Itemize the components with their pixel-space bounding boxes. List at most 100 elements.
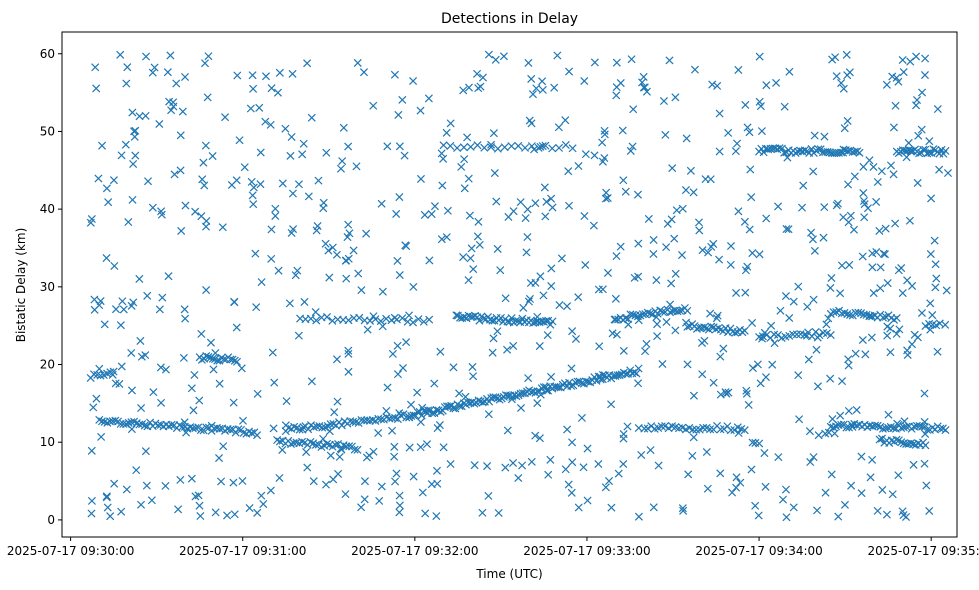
scatter-point	[117, 507, 126, 516]
scatter-point	[583, 496, 592, 505]
scatter-point	[351, 418, 360, 427]
scatter-point	[406, 400, 416, 409]
scatter-point	[683, 360, 692, 369]
scatter-point	[249, 84, 258, 93]
scatter-point	[772, 78, 781, 87]
scatter-point	[760, 328, 769, 337]
scatter-point	[273, 88, 282, 97]
scatter-point	[369, 312, 378, 321]
scatter-point	[584, 377, 593, 386]
scatter-point	[253, 389, 262, 398]
scatter-point	[219, 442, 228, 451]
scatter-point	[459, 143, 468, 152]
scatter-point	[493, 327, 502, 336]
scatter-point	[167, 106, 176, 115]
scatter-point	[266, 120, 275, 129]
scatter-point	[102, 254, 111, 263]
scatter-point	[507, 142, 516, 151]
scatter-point	[692, 425, 701, 434]
scatter-point	[840, 308, 849, 317]
scatter-point	[561, 465, 570, 474]
scatter-point	[878, 313, 888, 322]
scatter-point	[941, 320, 950, 329]
scatter-point	[903, 350, 912, 359]
scatter-point	[714, 324, 723, 333]
scatter-point	[806, 457, 815, 467]
scatter-point	[187, 384, 196, 393]
scatter-point	[345, 229, 354, 238]
scatter-point	[94, 174, 103, 183]
scatter-point	[142, 52, 151, 61]
scatter-point	[774, 202, 783, 211]
scatter-point	[927, 194, 936, 203]
scatter-point	[223, 511, 232, 520]
scatter-point	[427, 210, 436, 219]
scatter-point	[221, 113, 230, 122]
scatter-point	[734, 65, 743, 74]
scatter-point	[211, 348, 220, 358]
scatter-point	[883, 331, 892, 340]
scatter-point	[248, 191, 257, 200]
scatter-point	[914, 439, 923, 448]
scatter-point	[745, 225, 754, 234]
scatter-point	[861, 350, 870, 359]
scatter-point	[805, 427, 814, 436]
scatter-point	[161, 365, 170, 374]
scatter-point	[623, 422, 632, 431]
scatter-point	[873, 506, 882, 515]
scatter-point	[490, 169, 499, 178]
scatter-point	[568, 438, 577, 447]
scatter-point	[525, 294, 534, 303]
scatter-point	[653, 320, 662, 329]
scatter-point	[170, 170, 179, 179]
scatter-point	[643, 424, 652, 433]
scatter-point	[905, 216, 914, 225]
scatter-point	[201, 141, 210, 150]
scatter-point	[928, 311, 937, 320]
scatter-point	[495, 395, 504, 404]
scatter-point	[619, 176, 628, 185]
scatter-point	[341, 490, 350, 499]
y-tick-label: 0	[47, 513, 55, 527]
scatter-point	[548, 203, 557, 212]
scatter-point	[554, 143, 564, 152]
scatter-point	[424, 406, 433, 415]
scatter-point	[523, 205, 532, 214]
scatter-point	[179, 353, 188, 362]
scatter-point	[706, 425, 715, 434]
scatter-point	[852, 421, 861, 430]
scatter-point	[390, 442, 399, 451]
scatter-point	[437, 149, 446, 158]
scatter-point	[762, 81, 771, 90]
scatter-point	[353, 58, 362, 67]
scatter-point	[894, 471, 903, 480]
scatter-point	[851, 349, 860, 358]
scatter-point	[354, 269, 363, 278]
scatter-point	[395, 142, 404, 151]
scatter-point	[886, 324, 895, 333]
scatter-point	[526, 279, 535, 288]
scatter-point	[548, 144, 557, 153]
scatter-point	[202, 423, 211, 432]
scatter-point	[245, 504, 254, 513]
scatter-point	[267, 254, 276, 263]
scatter-point	[157, 207, 166, 216]
scatter-point	[360, 495, 369, 504]
scatter-point	[744, 400, 753, 409]
scatter-point	[740, 426, 749, 435]
scatter-point	[149, 388, 158, 397]
scatter-point	[275, 473, 284, 482]
scatter-point	[374, 429, 383, 438]
scatter-point	[167, 420, 176, 429]
scatter-point	[473, 141, 482, 150]
scatter-point	[681, 186, 690, 195]
scatter-point	[439, 443, 448, 452]
scatter-point	[652, 313, 661, 322]
scatter-point	[230, 510, 239, 519]
scatter-point	[610, 315, 619, 324]
scatter-point	[820, 132, 829, 141]
scatter-point	[877, 167, 886, 176]
scatter-point	[699, 423, 708, 432]
scatter-point	[742, 386, 751, 395]
scatter-point	[724, 388, 733, 397]
